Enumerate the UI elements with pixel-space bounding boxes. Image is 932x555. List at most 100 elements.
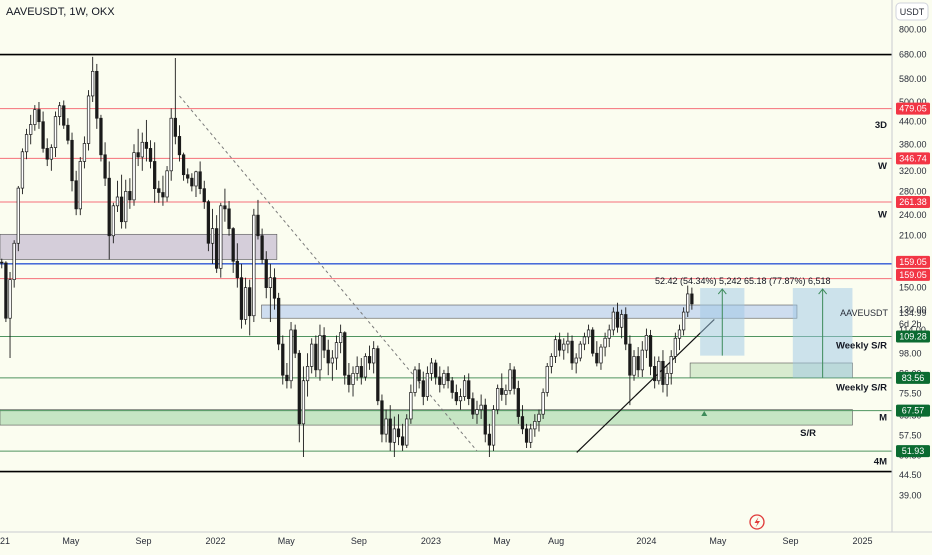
candle-body-30 xyxy=(124,191,128,223)
time-axis[interactable]: 2021 May Sep 2022 May Sep 2023 May Aug 2024 May Sep… xyxy=(0,531,932,546)
candle-body-70 xyxy=(289,329,293,382)
flash-icon-bolt[interactable] xyxy=(754,517,761,528)
candle-body-103 xyxy=(425,373,430,397)
candle-body-118 xyxy=(487,433,492,446)
candle-149 xyxy=(615,302,620,333)
candle-body-119 xyxy=(491,409,496,446)
price-tag-5: 83.56 xyxy=(896,371,930,384)
price-tag-bg-0 xyxy=(896,102,930,115)
candle-85 xyxy=(351,366,355,397)
candle-body-22 xyxy=(91,70,95,97)
candle-23 xyxy=(95,63,99,129)
candle-109 xyxy=(450,377,454,399)
currency-button-bg[interactable] xyxy=(895,2,929,21)
price-tag-bg-4 xyxy=(896,330,930,343)
candle-55 xyxy=(227,201,231,236)
candle-75 xyxy=(310,338,314,374)
candle-body-18 xyxy=(74,180,78,210)
candle-body-166 xyxy=(686,293,690,313)
candle-46 xyxy=(190,173,194,192)
price-tag-0: 479.05 xyxy=(896,102,930,115)
candle-body-145 xyxy=(599,346,603,364)
candle-body-57 xyxy=(235,260,239,279)
time-tick-4: May xyxy=(278,536,296,546)
candle-body-146 xyxy=(603,337,607,348)
zone-0 xyxy=(0,233,278,260)
candle-body-144 xyxy=(595,352,599,364)
candle-126 xyxy=(520,405,525,435)
candle-112 xyxy=(462,375,467,401)
candle-37 xyxy=(153,142,157,203)
candle-body-153 xyxy=(632,356,636,376)
candle-body-17 xyxy=(70,139,74,182)
candle-127 xyxy=(524,423,529,449)
candle-57 xyxy=(235,243,239,288)
candle-24 xyxy=(99,114,103,162)
candle-121 xyxy=(500,373,504,401)
candle-body-36 xyxy=(148,148,153,162)
candle-70 xyxy=(289,322,293,389)
candle-body-110 xyxy=(454,392,458,402)
price-tick-20: 44.50 xyxy=(899,470,922,480)
candle-body-15 xyxy=(62,105,66,126)
candle-body-161 xyxy=(665,373,669,385)
currency-button[interactable]: USDT xyxy=(895,2,929,21)
candle-69 xyxy=(285,362,289,389)
symbol-label: AAVEUSDT xyxy=(840,308,888,318)
candle-144 xyxy=(595,341,599,367)
candle-164 xyxy=(677,324,682,351)
candle-body-107 xyxy=(442,373,446,385)
candle-body-91 xyxy=(376,348,380,402)
price-tick-13: 114.00 xyxy=(899,325,926,335)
candle-body-131 xyxy=(541,392,545,415)
candle-165 xyxy=(681,307,686,336)
price-tick-5: 380.00 xyxy=(899,139,927,149)
price-tag-1: 346.74 xyxy=(896,152,930,165)
candle-123 xyxy=(508,362,512,395)
candle-body-86 xyxy=(355,366,359,374)
candle-158 xyxy=(653,356,657,389)
candle-body-108 xyxy=(446,373,450,382)
candle-119 xyxy=(491,405,496,451)
flash-icon[interactable] xyxy=(749,514,765,530)
candle-53 xyxy=(219,202,223,278)
candle-26 xyxy=(107,161,111,260)
candle-115 xyxy=(475,400,479,424)
candle-105 xyxy=(434,359,438,385)
candle-body-104 xyxy=(429,362,434,374)
candle-49 xyxy=(202,180,206,209)
price-tag-bg-1 xyxy=(896,152,930,165)
currency-label[interactable]: USDT xyxy=(900,7,925,17)
candle-39 xyxy=(161,175,165,206)
candle-body-74 xyxy=(305,366,310,382)
candle-body-35 xyxy=(144,141,149,149)
candle-7 xyxy=(29,114,33,145)
candle-153 xyxy=(632,350,636,381)
candle-96 xyxy=(396,414,401,446)
price-axis[interactable]: 800.00 680.00 580.00 500.00 440.00 380.00 320.… xyxy=(891,0,932,550)
candle-body-63 xyxy=(260,235,264,260)
price-tick-18: 57.50 xyxy=(899,430,922,440)
candle-22 xyxy=(91,56,95,102)
candle-body-124 xyxy=(512,369,516,389)
candle-body-164 xyxy=(677,329,682,339)
zone-label-sr: S/R xyxy=(800,428,816,439)
price-tag-159-secondary: 159.05 xyxy=(896,268,930,281)
candle-body-89 xyxy=(367,356,372,364)
price-tag-label-6: 67.57 xyxy=(902,406,925,416)
level-label-6: 4M xyxy=(874,457,887,468)
candle-body-2 xyxy=(8,279,12,319)
candle-body-77 xyxy=(318,335,322,371)
candle-body-151 xyxy=(624,314,628,345)
flash-icon-ring[interactable] xyxy=(749,514,765,530)
candle-61 xyxy=(252,208,256,323)
candle-67 xyxy=(277,292,281,351)
price-tag-6: 67.57 xyxy=(896,404,930,417)
low-marker-triangle xyxy=(701,411,708,417)
price-tick-6: 320.00 xyxy=(899,166,927,176)
candle-125 xyxy=(516,380,520,424)
candle-body-115 xyxy=(475,409,479,415)
candle-5 xyxy=(20,148,25,195)
candle-29 xyxy=(119,174,124,229)
candle-body-112 xyxy=(462,380,467,397)
